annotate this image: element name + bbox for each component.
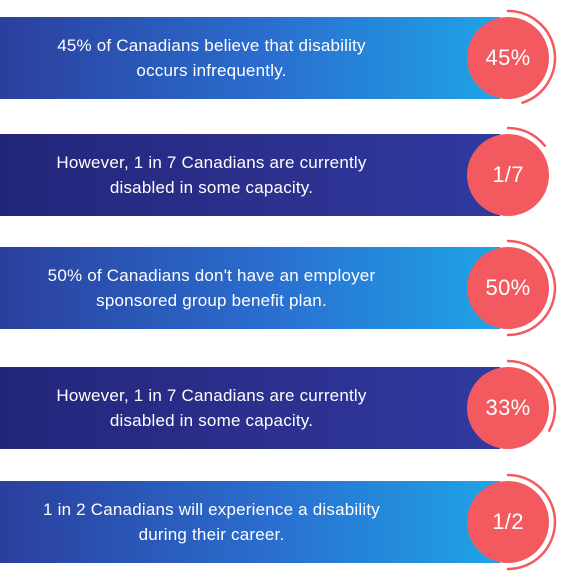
stat-banner: However, 1 in 7 Canadians are currently … — [0, 134, 500, 216]
stat-row-3: 50% of Canadians don't have an employer … — [0, 230, 567, 340]
progress-arc — [506, 9, 557, 104]
stat-banner: However, 1 in 7 Canadians are currently … — [0, 367, 500, 449]
stat-badge: 1/7 — [458, 125, 558, 225]
stat-row-1: 45% of Canadians believe that disability… — [0, 0, 567, 110]
stat-badge: 45% — [458, 8, 558, 108]
badge-disc — [467, 17, 549, 99]
stat-value: 1/2 — [492, 509, 524, 534]
stat-description: 45% of Canadians believe that disability… — [57, 36, 366, 80]
stat-badge: 50% — [458, 238, 558, 338]
stat-value: 33% — [485, 395, 531, 420]
stat-row-4: However, 1 in 7 Canadians are currently … — [0, 350, 567, 460]
stat-banner: 1 in 2 Canadians will experience a disab… — [0, 481, 500, 563]
stat-description: However, 1 in 7 Canadians are currently … — [56, 153, 367, 197]
badge-disc — [467, 481, 549, 563]
progress-ring-icon — [467, 359, 557, 449]
stat-banner: 50% of Canadians don't have an employer … — [0, 247, 500, 329]
stat-badge: 33% — [458, 358, 558, 458]
progress-arc — [506, 359, 557, 432]
badge-disc — [467, 247, 549, 329]
stat-banner: 45% of Canadians believe that disability… — [0, 17, 500, 99]
stat-row-5: 1 in 2 Canadians will experience a disab… — [0, 464, 567, 574]
stat-row-2: However, 1 in 7 Canadians are currently … — [0, 117, 567, 227]
progress-ring-icon — [467, 126, 549, 216]
stat-description: However, 1 in 7 Canadians are currently … — [56, 386, 367, 430]
progress-ring-icon — [467, 239, 557, 337]
progress-arc — [506, 126, 547, 147]
badge-disc — [467, 367, 549, 449]
stat-value: 1/7 — [492, 162, 524, 187]
stat-description: 1 in 2 Canadians will experience a disab… — [43, 500, 380, 544]
progress-ring-icon — [467, 473, 557, 571]
progress-arc — [506, 473, 557, 571]
stat-value: 50% — [485, 275, 531, 300]
stat-description: 50% of Canadians don't have an employer … — [47, 266, 376, 310]
badge-disc — [467, 134, 549, 216]
stat-value: 45% — [485, 45, 531, 70]
progress-ring-icon — [467, 9, 557, 104]
progress-arc — [506, 239, 557, 337]
stat-badge: 1/2 — [458, 472, 558, 572]
